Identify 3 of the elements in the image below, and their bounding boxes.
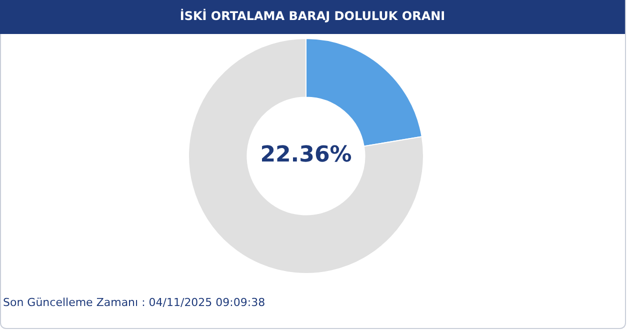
- text: Son Güncelleme Zamanı : 04/11/2025 09:09:38: [3, 296, 266, 309]
- data-label: 22.36%: [260, 142, 352, 168]
- chart-title: İSKİ ORTALAMA BARAJ DOLULUK ORANI: [0, 0, 625, 34]
